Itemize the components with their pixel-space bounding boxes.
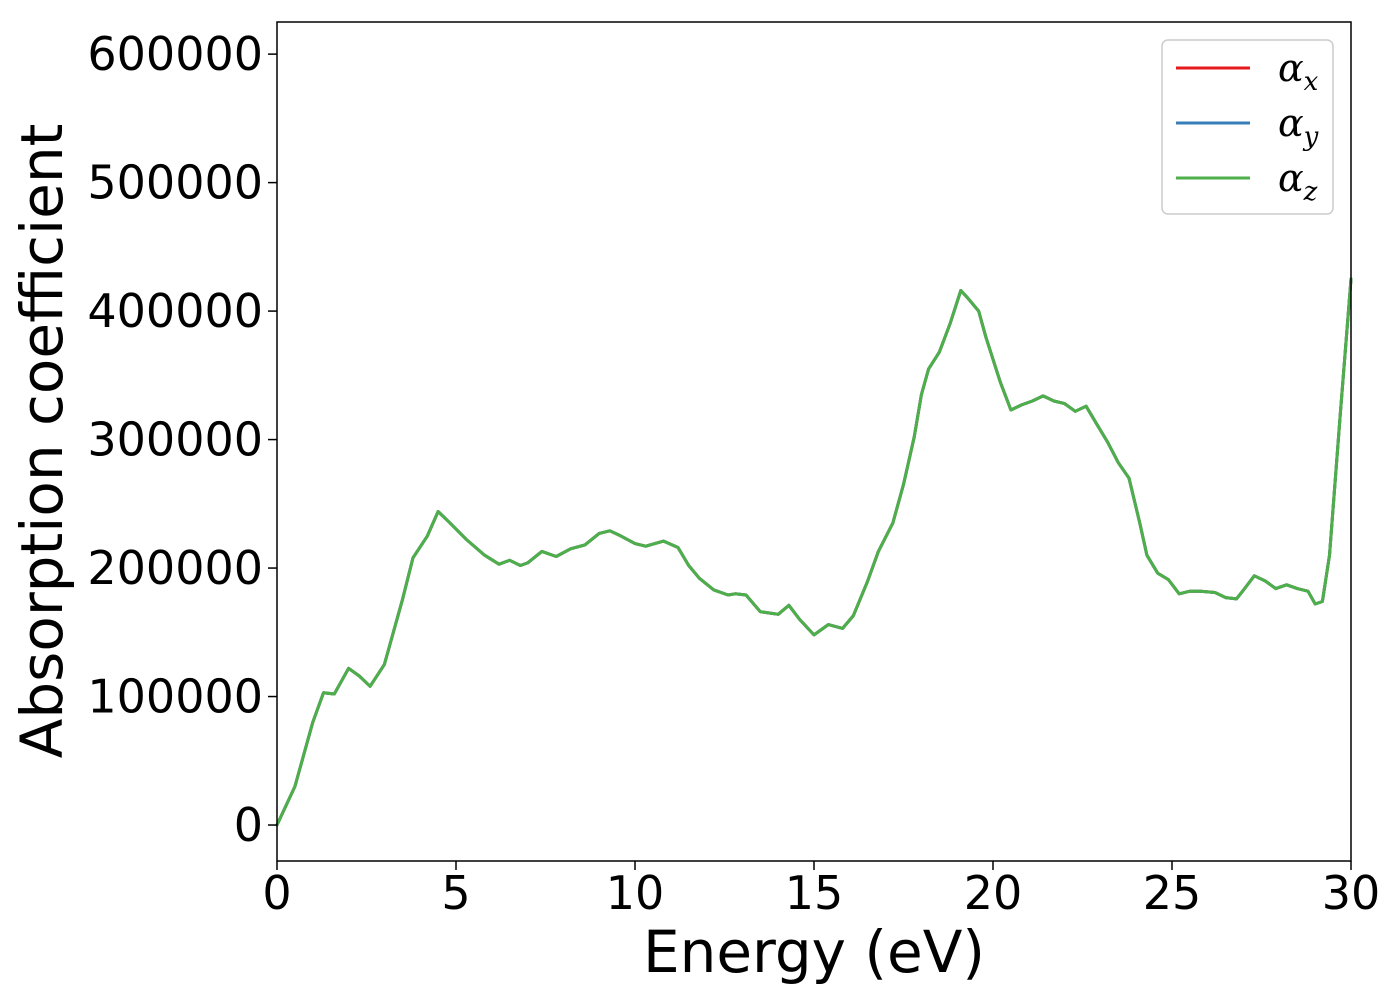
y-tick-label: 500000	[87, 156, 263, 210]
legend-entry: αy	[1278, 101, 1319, 152]
legend-subscript: z	[1303, 177, 1318, 207]
x-axis-label: Energy (eV)	[643, 918, 985, 986]
y-tick-label: 400000	[87, 284, 263, 338]
legend-entry: αz	[1278, 156, 1318, 207]
x-axis: 0 5 10 15 20 25 30	[262, 861, 1380, 920]
legend-subscript: y	[1303, 122, 1319, 152]
legend-box	[1161, 39, 1334, 215]
x-tick-label: 30	[1322, 866, 1381, 920]
legend-entry: αx	[1278, 46, 1319, 97]
series-layer	[275, 277, 1353, 827]
x-tick-label: 5	[441, 866, 470, 920]
legend-symbol: α	[1278, 156, 1304, 200]
legend-symbol: α	[1278, 46, 1304, 90]
legend-symbol: α	[1278, 101, 1304, 145]
y-tick-label: 300000	[87, 413, 263, 467]
y-tick-label: 200000	[87, 541, 263, 595]
x-tick-label: 15	[785, 866, 844, 920]
x-tick-label: 0	[262, 866, 291, 920]
y-tick-label: 600000	[87, 27, 263, 81]
x-tick-label: 25	[1143, 866, 1202, 920]
x-tick-label: 20	[964, 866, 1023, 920]
y-tick-label: 100000	[87, 670, 263, 724]
series-line-3	[275, 277, 1353, 827]
x-tick-label: 10	[606, 866, 665, 920]
y-tick-label: 0	[234, 798, 263, 852]
y-axis: 0 100000 200000 300000 400000 500000 600000	[87, 27, 277, 852]
y-axis-label: Absorption coefficient	[8, 124, 76, 759]
legend-subscript: x	[1304, 67, 1319, 97]
